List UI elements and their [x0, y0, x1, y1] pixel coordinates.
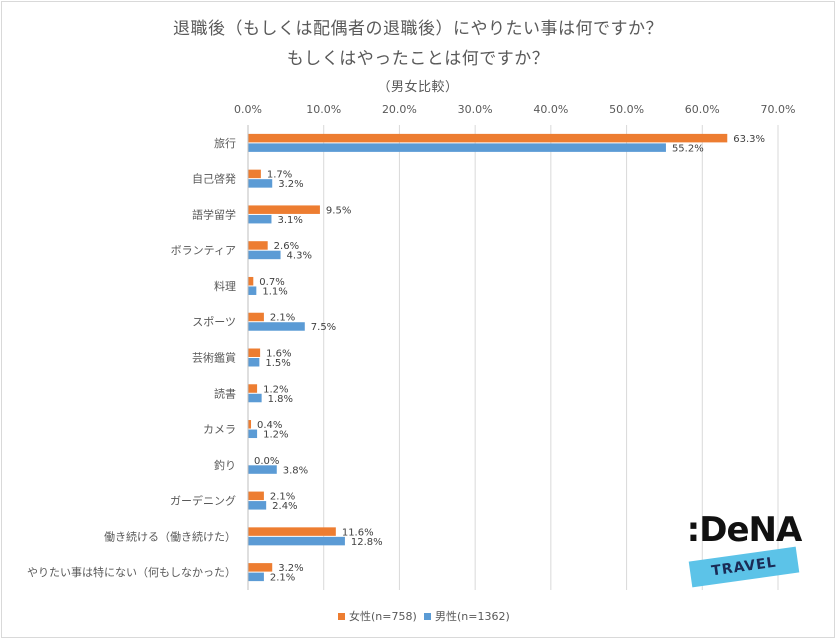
legend-label: 女性(n=758)	[349, 609, 417, 623]
legend-label: 男性(n=1362)	[435, 609, 510, 623]
data-label: 3.2%	[278, 179, 303, 190]
bar-male	[248, 465, 277, 474]
bar-male	[248, 429, 258, 439]
data-label: 2.4%	[272, 501, 297, 512]
bar-male	[248, 143, 666, 152]
bar-male	[248, 572, 264, 582]
data-label: 3.8%	[283, 465, 308, 476]
logo-wordmark: :DeNA	[686, 510, 803, 550]
data-label: 1.7%	[267, 170, 292, 181]
bar-male	[248, 501, 267, 510]
category-label: 料理	[214, 279, 236, 293]
data-label: 4.3%	[287, 251, 312, 262]
bar-male	[248, 286, 257, 295]
data-label: 2.1%	[270, 313, 295, 324]
bar-male	[248, 358, 260, 367]
bar-female	[248, 276, 254, 286]
data-label: 0.7%	[259, 277, 284, 288]
data-label: 9.5%	[326, 205, 351, 216]
data-label: 1.2%	[263, 430, 288, 441]
bar-male	[248, 250, 281, 260]
bar-male	[248, 214, 272, 224]
category-label: カメラ	[203, 423, 236, 436]
data-label: 3.2%	[278, 563, 303, 574]
x-tick-label: 40.0%	[533, 103, 568, 116]
logo-band-text: TRAVEL	[710, 554, 778, 580]
data-label: 2.1%	[270, 492, 295, 503]
bar-female	[248, 384, 258, 393]
category-label: やりたい事は特にない（何もしなかった）	[27, 565, 236, 579]
x-tick-label: 70.0%	[761, 103, 796, 116]
chart-title-line2: もしくはやったことは何ですか？	[286, 49, 550, 69]
bar-male	[248, 536, 345, 546]
bar-female	[248, 205, 320, 214]
bar-female	[248, 491, 264, 501]
chart-subtitle: （男女比較）	[377, 80, 459, 95]
x-tick-label: 10.0%	[306, 103, 341, 116]
data-label: 12.8%	[351, 537, 383, 548]
x-tick-label: 60.0%	[685, 103, 720, 116]
x-tick-label: 0.0%	[234, 103, 262, 116]
bar-female	[248, 312, 264, 322]
category-label: ボランティア	[171, 244, 236, 257]
bar-female	[248, 348, 261, 357]
category-label: スポーツ	[192, 316, 236, 329]
bar-female	[248, 420, 252, 429]
data-label: 55.2%	[672, 143, 704, 154]
legend-swatch	[424, 613, 431, 620]
data-label: 0.0%	[254, 456, 279, 467]
category-label: 働き続ける（働き続けた）	[104, 529, 236, 543]
x-tick-label: 20.0%	[382, 103, 417, 116]
data-label: 1.5%	[265, 358, 290, 369]
category-label: 旅行	[214, 136, 236, 150]
bar-male	[248, 322, 305, 331]
category-label: 釣り	[214, 458, 236, 472]
legend-swatch	[338, 613, 345, 620]
data-label: 2.1%	[270, 573, 295, 584]
data-label: 0.4%	[257, 420, 282, 431]
data-label: 2.6%	[274, 241, 299, 252]
data-label: 11.6%	[342, 527, 374, 538]
category-label: ガーデニング	[170, 494, 236, 508]
bar-female	[248, 563, 273, 572]
bar-female	[248, 169, 261, 179]
category-label: 語学留学	[192, 207, 236, 221]
category-label: 芸術鑑賞	[192, 351, 236, 365]
bar-female	[248, 527, 336, 536]
data-label: 3.1%	[277, 215, 302, 226]
category-label: 読書	[214, 386, 236, 400]
bar-male	[248, 179, 273, 188]
x-tick-label: 50.0%	[609, 103, 644, 116]
data-label: 1.2%	[263, 384, 288, 395]
data-label: 7.5%	[311, 322, 336, 333]
bar-male	[248, 393, 262, 403]
dena-travel-logo: :DeNA TRAVEL	[686, 510, 802, 594]
category-label: 自己啓発	[192, 172, 236, 186]
x-tick-label: 30.0%	[458, 103, 493, 116]
logo-band: TRAVEL	[688, 546, 800, 588]
bar-female	[248, 133, 728, 143]
data-label: 1.1%	[262, 286, 287, 297]
data-label: 1.8%	[268, 394, 293, 405]
chart-title: 退職後（もしくは配偶者の退職後）にやりたい事は何ですか？	[173, 19, 663, 39]
bar-female	[248, 241, 268, 250]
data-label: 1.6%	[266, 349, 291, 360]
data-label: 63.3%	[733, 134, 765, 145]
